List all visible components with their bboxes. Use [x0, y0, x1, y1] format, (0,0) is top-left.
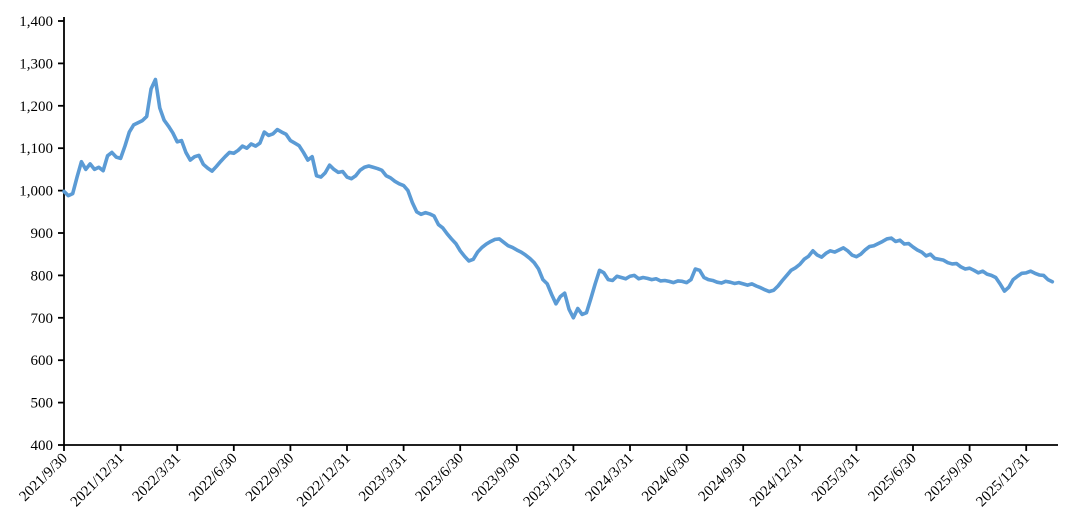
y-axis-tick-label: 600	[31, 353, 54, 369]
y-axis-tick-label: 800	[31, 268, 54, 284]
x-axis-tick-label: 2023/3/31	[356, 451, 410, 505]
y-axis-tick-label: 1,200	[19, 99, 53, 115]
x-axis-tick-label: 2025/9/30	[922, 451, 976, 505]
y-axis-tick-label: 1,000	[19, 184, 53, 200]
y-axis-tick-label: 1,100	[19, 141, 53, 157]
x-axis-tick-label: 2023/6/30	[413, 451, 467, 505]
x-axis-tick-label: 2023/12/31	[521, 451, 581, 511]
y-axis-tick-label: 700	[31, 311, 54, 327]
x-axis-tick-label: 2022/12/31	[294, 451, 354, 511]
x-axis-tick-label: 2024/9/30	[696, 451, 750, 505]
x-axis-tick-label: 2024/3/31	[582, 451, 636, 505]
x-axis-tick-label: 2023/9/30	[469, 451, 523, 505]
x-axis-tick-label: 2022/3/31	[130, 451, 184, 505]
y-axis-tick-label: 900	[31, 226, 54, 242]
x-axis-tick-label: 2021/12/31	[68, 451, 128, 511]
y-axis-tick-label: 1,400	[19, 14, 53, 30]
x-axis-tick-label: 2021/9/30	[16, 451, 70, 505]
x-axis-tick-label: 2025/3/31	[809, 451, 863, 505]
x-axis-tick-label: 2024/12/31	[747, 451, 807, 511]
x-axis-tick-label: 2025/12/31	[973, 451, 1033, 511]
y-axis-tick-label: 400	[31, 438, 54, 454]
x-axis-tick-label: 2025/6/30	[865, 451, 919, 505]
x-axis-tick-label: 2022/6/30	[186, 451, 240, 505]
data-line	[62, 77, 1055, 320]
x-axis-tick-label: 2024/6/30	[639, 451, 693, 505]
x-axis-tick-label: 2022/9/30	[243, 451, 297, 505]
y-axis-tick-label: 1,300	[19, 56, 53, 72]
y-axis-tick-label: 500	[31, 396, 54, 412]
